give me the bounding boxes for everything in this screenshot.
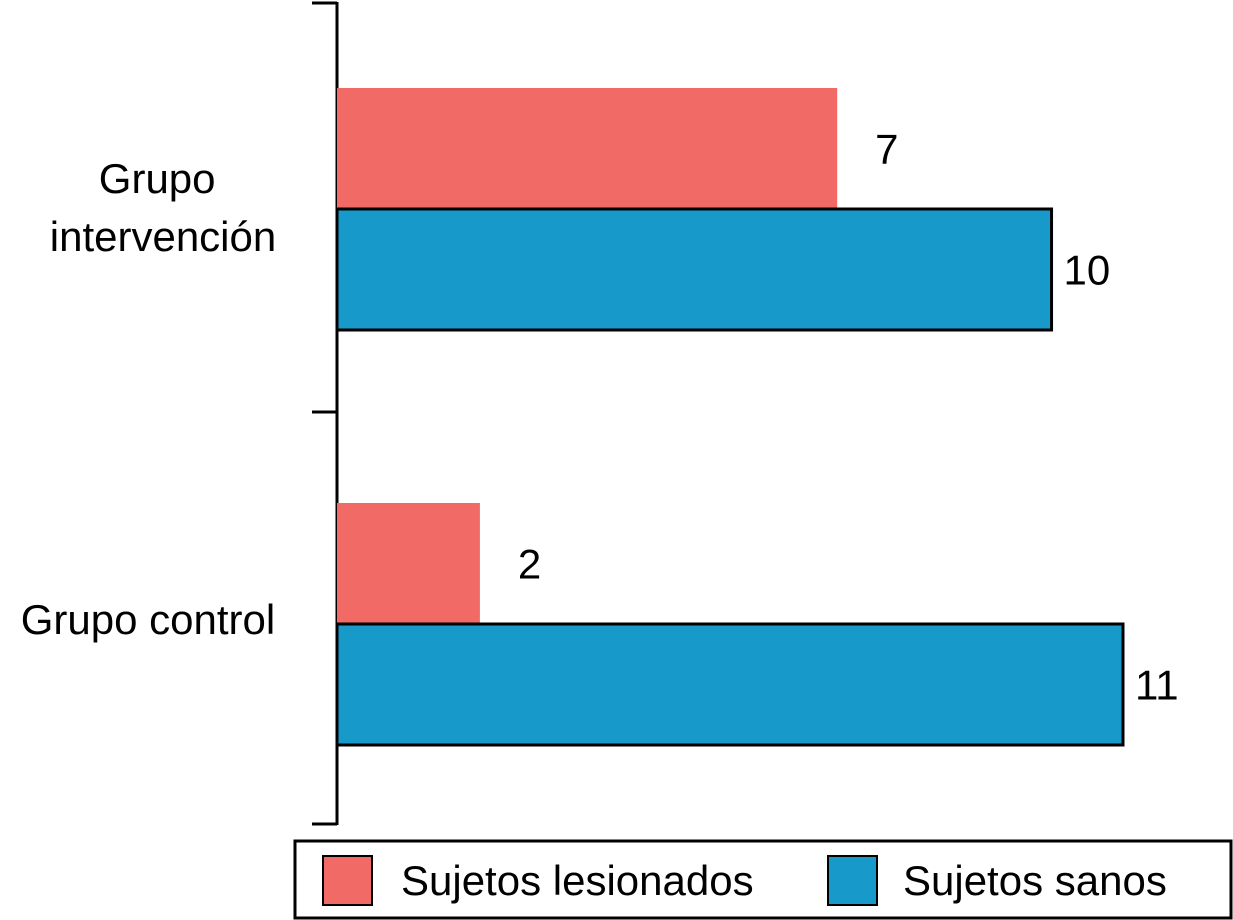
value-label-intervencion-sanos: 10 — [1064, 247, 1111, 294]
legend-box — [293, 839, 1233, 920]
value-label-control-sanos: 11 — [1135, 662, 1179, 709]
category-label-control: Grupo control — [21, 596, 275, 643]
legend-label-sanos: Sujetos sanos — [903, 857, 1167, 904]
bar-control-sanos — [335, 622, 1125, 747]
bar-intervencion-lesionados — [337, 88, 838, 209]
category-label-intervencion-line-2: intervención — [50, 213, 276, 260]
category-label-intervencion: Grupo intervención — [50, 155, 276, 260]
value-label-control-lesionados: 2 — [518, 541, 541, 588]
bar-control-lesionados — [337, 503, 480, 624]
legend-swatch-sanos — [827, 855, 878, 906]
legend-label-lesionados: Sujetos lesionados — [401, 857, 754, 904]
bar-intervencion-sanos — [335, 207, 1054, 332]
value-label-intervencion-lesionados: 7 — [875, 126, 898, 173]
legend-swatch-lesionados — [322, 855, 373, 906]
category-label-intervencion-line-1: Grupo — [99, 155, 216, 202]
